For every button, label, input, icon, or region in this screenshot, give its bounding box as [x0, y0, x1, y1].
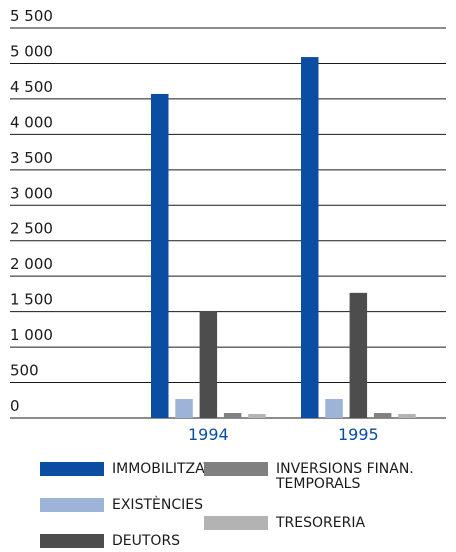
legend-label: EXISTÈNCIES	[112, 497, 203, 513]
legend-label: DEUTORS	[112, 533, 181, 549]
y-tick-label: 3 000	[10, 184, 53, 202]
legend-item: TRESORERIA	[204, 516, 426, 531]
legend-item: INVERSIONS FINAN. TEMPORALS	[204, 462, 426, 492]
legend-swatch	[40, 534, 104, 548]
bar	[199, 310, 218, 418]
bar	[248, 414, 266, 418]
y-tick-label: 2 500	[10, 220, 53, 238]
y-tick-label: 4 000	[10, 113, 53, 131]
legend: IMMOBILITZAT EXISTÈNCIES DEUTORS INVERSIONS…	[0, 452, 456, 552]
y-tick-label: 1 500	[10, 291, 53, 309]
bar	[175, 398, 193, 418]
x-tick-label: 1995	[338, 425, 379, 444]
bar	[223, 413, 242, 418]
legend-swatch	[40, 462, 104, 476]
legend-item: EXISTÈNCIES	[40, 498, 262, 513]
x-tick-label: 1994	[188, 425, 229, 444]
legend-item: IMMOBILITZAT	[40, 462, 262, 477]
y-tick-label: 5 000	[10, 42, 53, 60]
legend-label: INVERSIONS FINAN. TEMPORALS	[276, 461, 414, 492]
y-tick-label: 0	[10, 397, 20, 415]
legend-label: TRESORERIA	[276, 515, 366, 531]
bar	[373, 413, 392, 418]
y-tick-label: 1 000	[10, 326, 53, 344]
bar	[398, 414, 416, 418]
legend-label: IMMOBILITZAT	[112, 461, 213, 477]
chart: 0 500 1 000 1 500 2 000 2 500 3 000 3 500 4 000 4…	[10, 7, 446, 444]
legend-swatch	[40, 498, 104, 512]
y-tick-label: 3 500	[10, 149, 53, 167]
bar	[151, 93, 169, 418]
bar	[325, 398, 343, 418]
bar	[349, 292, 368, 418]
y-tick-label: 2 000	[10, 255, 53, 273]
y-tick-label: 4 500	[10, 78, 53, 96]
bar	[301, 57, 319, 419]
legend-item: DEUTORS	[40, 534, 262, 549]
y-tick-label: 500	[10, 362, 39, 380]
legend-swatch	[204, 462, 268, 476]
legend-swatch	[204, 516, 268, 530]
y-tick-label: 5 500	[10, 7, 53, 25]
